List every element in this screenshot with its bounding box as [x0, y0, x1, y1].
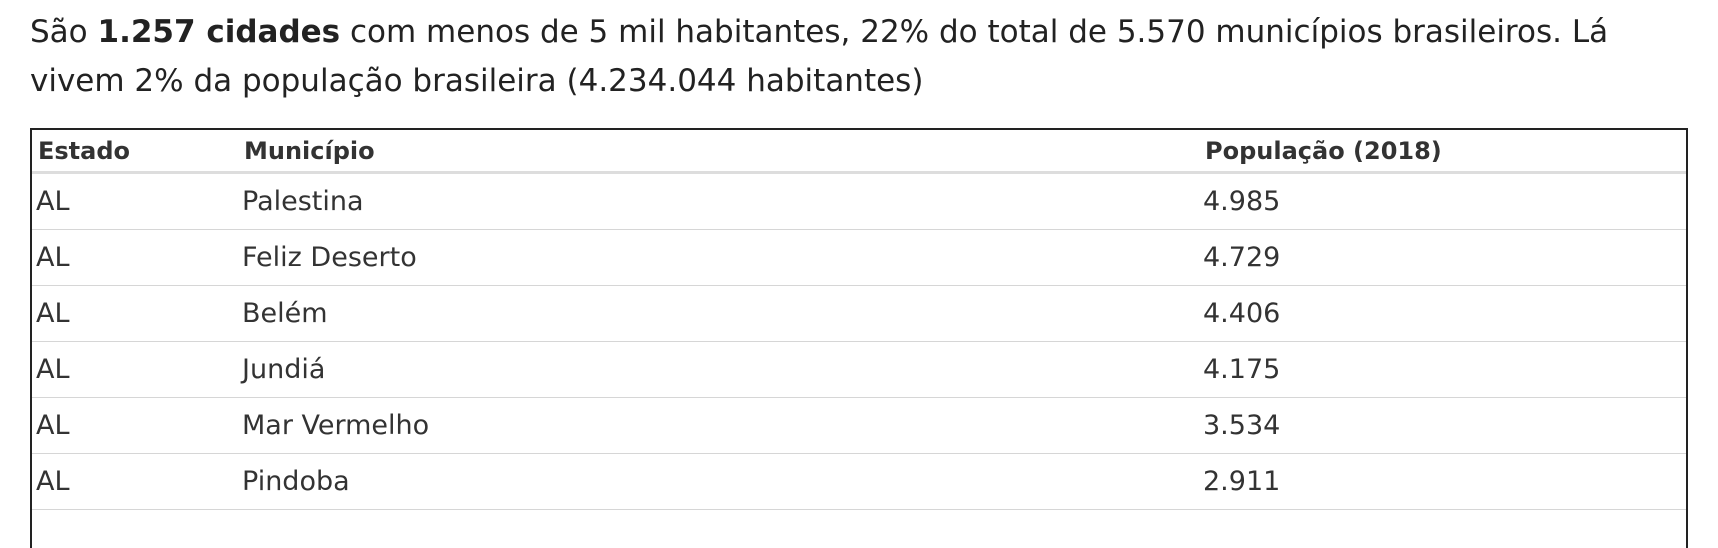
- table-cell: 3.534: [1199, 397, 1686, 454]
- header-cell: População (2018): [1199, 130, 1686, 174]
- table-cell: AL: [32, 397, 238, 454]
- table-row: AL Pindoba 2.911: [32, 453, 1686, 510]
- table-cell: 4.729: [1199, 229, 1686, 286]
- table-cell: 4.175: [1199, 341, 1686, 398]
- table-row: AL Jundiá 4.175: [32, 341, 1686, 398]
- table-cell: AL: [32, 285, 238, 342]
- table-cell: Jundiá: [238, 341, 1199, 398]
- intro-before: São: [30, 14, 88, 50]
- table: Estado Município População (2018) AL Palesti…: [32, 130, 1686, 510]
- table-cell: Mar Vermelho: [238, 397, 1199, 454]
- table-cell: Feliz Deserto: [238, 229, 1199, 286]
- table-row: AL Belém 4.406: [32, 285, 1686, 342]
- table-row: AL Feliz Deserto 4.729: [32, 229, 1686, 286]
- page: São 1.257 cidades com menos de 5 mil hab…: [30, 8, 1690, 548]
- table-cell: 4.406: [1199, 285, 1686, 342]
- header-cell: Município: [238, 130, 1199, 174]
- table-cell: AL: [32, 453, 238, 510]
- intro-text: São 1.257 cidades com menos de 5 mil hab…: [30, 8, 1690, 106]
- table-row: AL Palestina 4.985: [32, 172, 1686, 230]
- table-cell: AL: [32, 341, 238, 398]
- table-cell: Palestina: [238, 172, 1199, 230]
- table-row: AL Mar Vermelho 3.534: [32, 397, 1686, 454]
- table-cell: AL: [32, 229, 238, 286]
- table-cell: Pindoba: [238, 453, 1199, 510]
- table-cell: 4.985: [1199, 172, 1686, 230]
- table-cell: AL: [32, 172, 238, 230]
- table-cell: 2.911: [1199, 453, 1686, 510]
- header-row: Estado Município População (2018): [32, 130, 1686, 174]
- intro-bold: 1.257 cidades: [97, 14, 341, 50]
- intro-after: com menos de 5 mil habitantes, 22% do to…: [30, 14, 1609, 99]
- table-frame: Estado Município População (2018) AL Palesti…: [30, 128, 1688, 548]
- header-cell: Estado: [32, 130, 238, 174]
- table-cell: Belém: [238, 285, 1199, 342]
